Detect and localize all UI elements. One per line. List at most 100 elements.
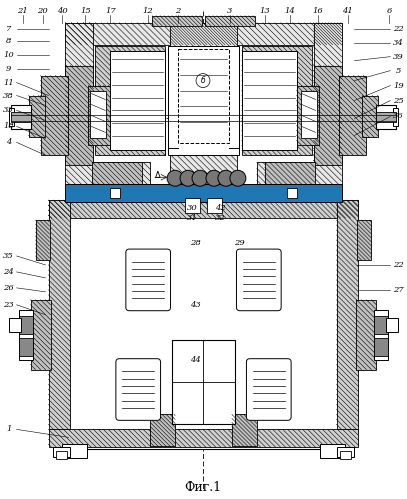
Bar: [19, 338, 33, 356]
Text: 4: 4: [6, 138, 11, 146]
Text: 3: 3: [227, 7, 232, 15]
Bar: [363, 95, 379, 137]
Text: 14: 14: [284, 7, 295, 15]
Text: 42: 42: [214, 204, 225, 212]
Bar: [41, 75, 68, 155]
Bar: [66, 184, 150, 202]
Bar: [9, 108, 14, 126]
Bar: [48, 429, 359, 447]
Text: Δ: Δ: [155, 171, 161, 180]
Text: 12: 12: [143, 7, 153, 15]
Bar: [28, 95, 44, 137]
Text: 25: 25: [393, 96, 404, 104]
Bar: [150, 415, 175, 446]
Text: 33: 33: [3, 106, 14, 114]
Text: 26: 26: [3, 284, 14, 292]
Bar: [168, 46, 239, 155]
Bar: [207, 198, 222, 213]
FancyBboxPatch shape: [246, 359, 291, 420]
Bar: [374, 316, 388, 334]
Text: 8: 8: [6, 37, 11, 45]
Bar: [205, 16, 255, 26]
Text: 18: 18: [3, 122, 14, 130]
Bar: [88, 85, 110, 145]
Bar: [19, 316, 33, 334]
Bar: [314, 66, 341, 165]
Circle shape: [206, 170, 222, 186]
Bar: [297, 85, 319, 145]
Text: 40: 40: [57, 7, 68, 15]
Text: 32: 32: [214, 214, 225, 222]
Text: 7: 7: [6, 25, 11, 33]
Text: 36: 36: [393, 112, 404, 120]
Bar: [339, 75, 366, 155]
Bar: [337, 447, 354, 457]
Text: 22: 22: [393, 25, 404, 33]
Text: 6: 6: [387, 7, 392, 15]
Text: 5: 5: [396, 66, 401, 75]
Bar: [68, 202, 339, 449]
Bar: [92, 162, 142, 184]
Text: б: б: [201, 76, 206, 85]
Circle shape: [218, 170, 234, 186]
Bar: [11, 105, 31, 129]
Text: 41: 41: [342, 7, 353, 15]
Bar: [63, 444, 88, 458]
Text: 15: 15: [80, 7, 91, 15]
Text: 30: 30: [187, 204, 197, 212]
Bar: [357, 220, 372, 260]
Text: 39: 39: [393, 53, 404, 61]
Text: 29: 29: [234, 239, 245, 247]
Bar: [172, 340, 235, 425]
Text: 13: 13: [259, 7, 270, 15]
Text: 21: 21: [17, 7, 28, 15]
Bar: [66, 23, 341, 45]
Bar: [242, 51, 297, 150]
Text: 23: 23: [3, 301, 14, 309]
Text: 43: 43: [190, 301, 200, 309]
Text: 34: 34: [393, 39, 404, 47]
Bar: [19, 310, 33, 360]
FancyBboxPatch shape: [236, 249, 281, 311]
Text: 44: 44: [190, 356, 200, 364]
Text: 1: 1: [6, 425, 11, 434]
Bar: [66, 66, 93, 165]
Bar: [53, 447, 70, 457]
Bar: [35, 220, 50, 260]
Bar: [319, 444, 344, 458]
Text: 16: 16: [312, 7, 323, 15]
Text: 11: 11: [3, 78, 14, 86]
Bar: [374, 310, 388, 360]
Text: 2: 2: [175, 7, 181, 15]
Bar: [232, 415, 257, 446]
Bar: [55, 451, 68, 459]
Bar: [31, 300, 50, 370]
Bar: [265, 162, 315, 184]
Bar: [301, 90, 317, 138]
Bar: [66, 23, 93, 162]
Bar: [242, 46, 312, 155]
Circle shape: [192, 170, 208, 186]
Bar: [66, 184, 341, 202]
Bar: [110, 51, 165, 150]
Bar: [339, 451, 352, 459]
Text: 9: 9: [6, 64, 11, 73]
Bar: [393, 108, 398, 126]
Bar: [9, 318, 21, 332]
Bar: [257, 184, 341, 202]
Circle shape: [230, 170, 246, 186]
Text: 38: 38: [3, 91, 14, 99]
Circle shape: [167, 170, 183, 186]
Bar: [357, 300, 376, 370]
Bar: [48, 200, 359, 218]
Bar: [257, 162, 341, 184]
Bar: [95, 46, 165, 155]
Bar: [374, 338, 388, 356]
Text: 20: 20: [37, 7, 48, 15]
Text: 10: 10: [3, 51, 14, 59]
Bar: [110, 188, 120, 198]
Text: 24: 24: [3, 268, 14, 276]
Bar: [337, 200, 359, 429]
Bar: [90, 90, 106, 138]
Text: 19: 19: [393, 81, 404, 89]
